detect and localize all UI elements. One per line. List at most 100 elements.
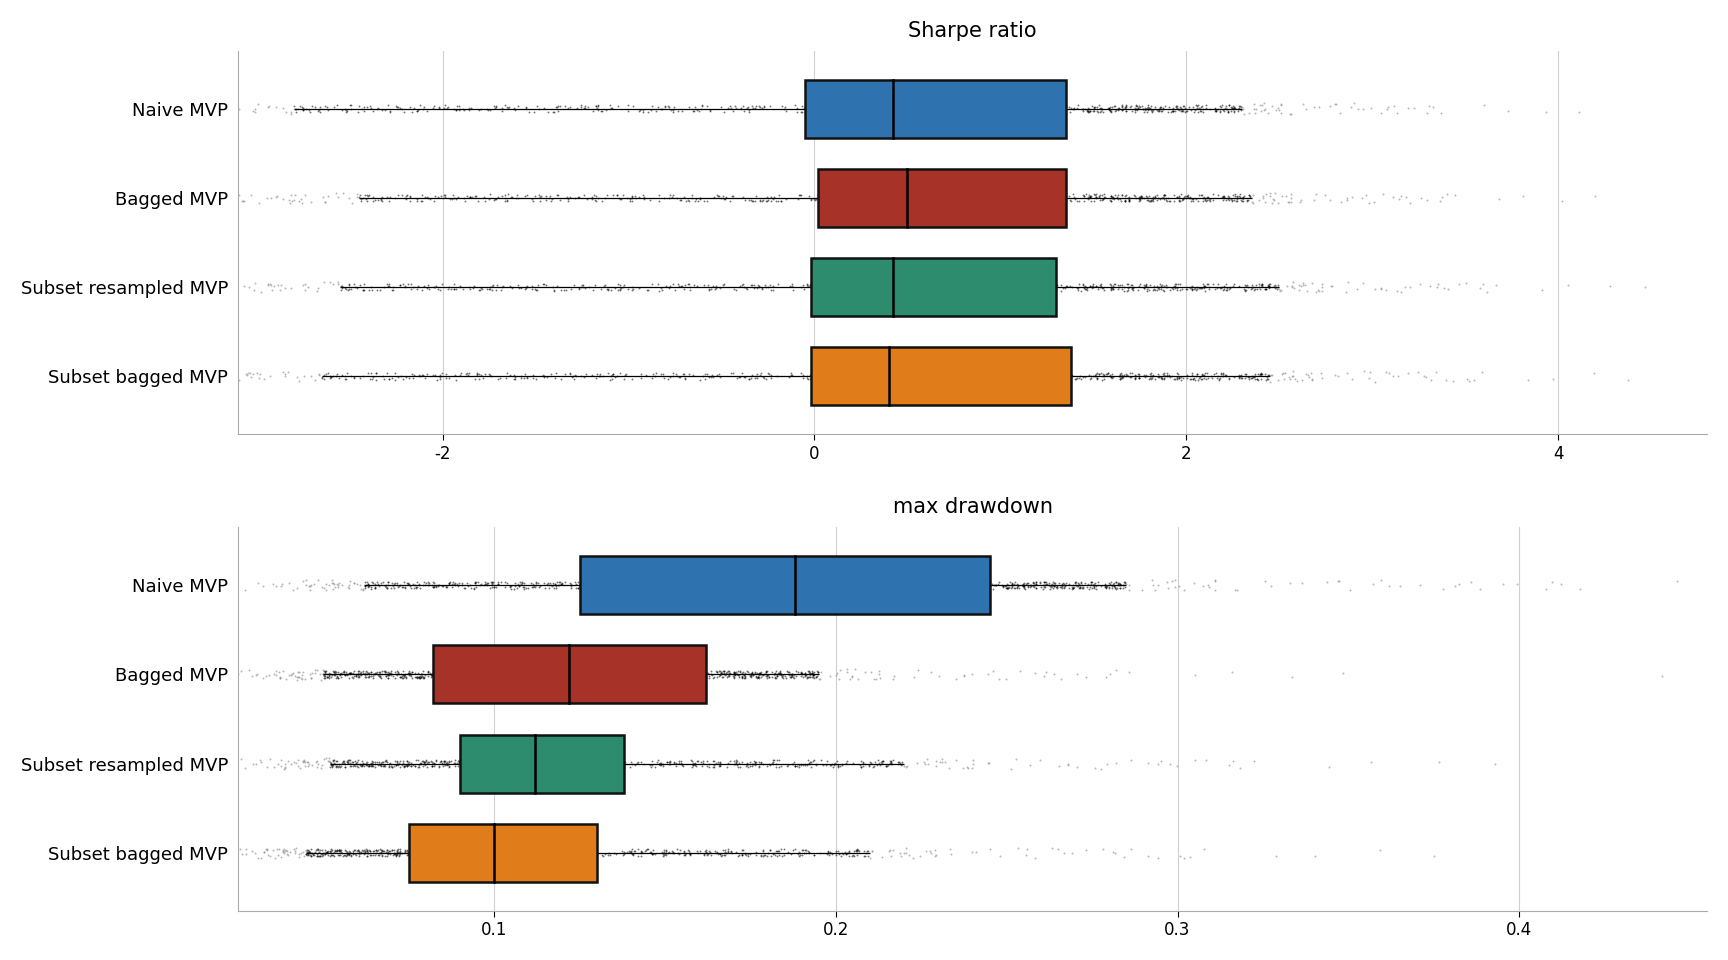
Point [418,666,446,682]
Point [883,579,911,594]
Point [467,367,494,382]
Point [897,193,924,208]
Point [453,367,480,382]
Point [636,669,664,684]
Point [995,99,1023,114]
Point [541,282,569,298]
Point [1113,369,1140,384]
Point [1407,276,1434,292]
Point [589,756,617,771]
Point [923,276,950,292]
Point [448,754,475,769]
Point [1298,276,1325,291]
Point [555,849,582,864]
Point [1064,579,1092,594]
Point [579,756,607,771]
Point [1082,277,1109,293]
Point [520,754,548,769]
Point [1236,372,1263,387]
Point [938,579,966,594]
Point [802,278,829,294]
Point [741,757,769,773]
Point [294,754,321,769]
Point [1139,193,1166,208]
Point [797,667,824,683]
Point [762,753,790,768]
Point [726,667,753,683]
Point [924,371,952,386]
Point [911,367,938,382]
Point [518,849,546,864]
Point [743,188,771,204]
Point [899,371,926,386]
Point [579,756,607,771]
Point [302,753,330,768]
Point [899,102,926,117]
Point [1215,371,1242,386]
Point [721,665,748,681]
Point [290,849,318,864]
Point [356,848,384,863]
Point [214,276,242,292]
Point [427,845,454,860]
Point [1002,192,1030,207]
Point [442,281,470,297]
Point [1026,189,1054,204]
Point [734,664,762,680]
Point [565,757,593,773]
Point [1013,98,1040,113]
Point [966,189,994,204]
Point [532,581,560,596]
Point [969,367,997,382]
Point [823,667,850,683]
Point [1261,849,1289,864]
Point [560,842,588,857]
Point [553,758,581,774]
Point [463,753,491,768]
Point [1251,367,1279,382]
Point [937,99,964,114]
Point [874,276,902,292]
Point [1255,278,1282,294]
Point [29,102,57,117]
Point [1028,193,1056,208]
Point [382,666,410,682]
Point [942,187,969,203]
Point [292,102,320,117]
Point [1007,277,1035,293]
Point [874,757,902,773]
Point [356,670,384,685]
Point [975,581,1002,596]
Point [403,191,430,206]
Point [372,664,399,680]
Point [425,845,453,860]
Point [347,667,375,683]
Point [1002,282,1030,298]
Point [1208,282,1236,298]
Point [380,578,408,593]
Point [924,576,952,591]
Point [988,191,1016,206]
Point [627,575,655,590]
Point [318,759,346,775]
Point [404,669,432,684]
Point [667,278,695,294]
Point [575,756,603,771]
Point [956,101,983,116]
Point [454,757,482,773]
Point [952,278,980,294]
Point [988,191,1016,206]
Point [921,369,949,384]
Point [594,664,622,680]
Point [416,665,444,681]
Point [506,757,534,773]
Point [392,754,420,769]
Point [942,372,969,387]
Point [807,278,835,294]
Point [1360,576,1388,591]
Point [403,103,430,118]
Point [933,369,961,384]
Point [1097,368,1125,383]
Point [855,277,883,293]
Point [823,665,850,681]
